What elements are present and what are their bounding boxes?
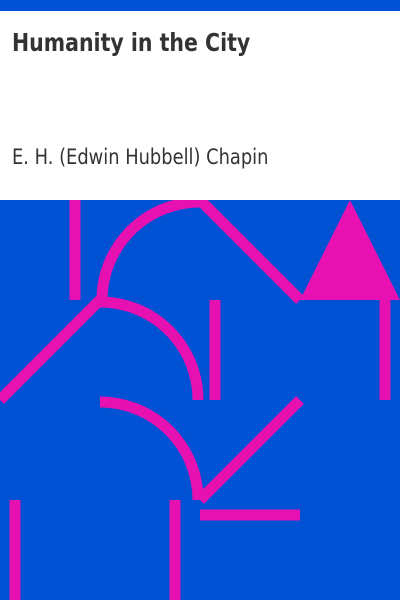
book-title: Humanity in the City <box>12 28 251 57</box>
top-accent-bar <box>0 0 400 11</box>
pattern-arc <box>99 296 204 401</box>
pattern-diagonal-line <box>0 296 104 404</box>
cover-pattern <box>0 200 400 600</box>
pattern-diagonal-line <box>196 200 304 304</box>
cover-header: Humanity in the City E. H. (Edwin Hubbel… <box>0 11 400 200</box>
pattern-arc <box>96 200 201 301</box>
pattern-arc <box>99 396 204 501</box>
book-author: E. H. (Edwin Hubbell) Chapin <box>12 145 269 169</box>
pattern-triangle <box>300 200 400 300</box>
pattern-diagonal-line <box>196 396 304 504</box>
